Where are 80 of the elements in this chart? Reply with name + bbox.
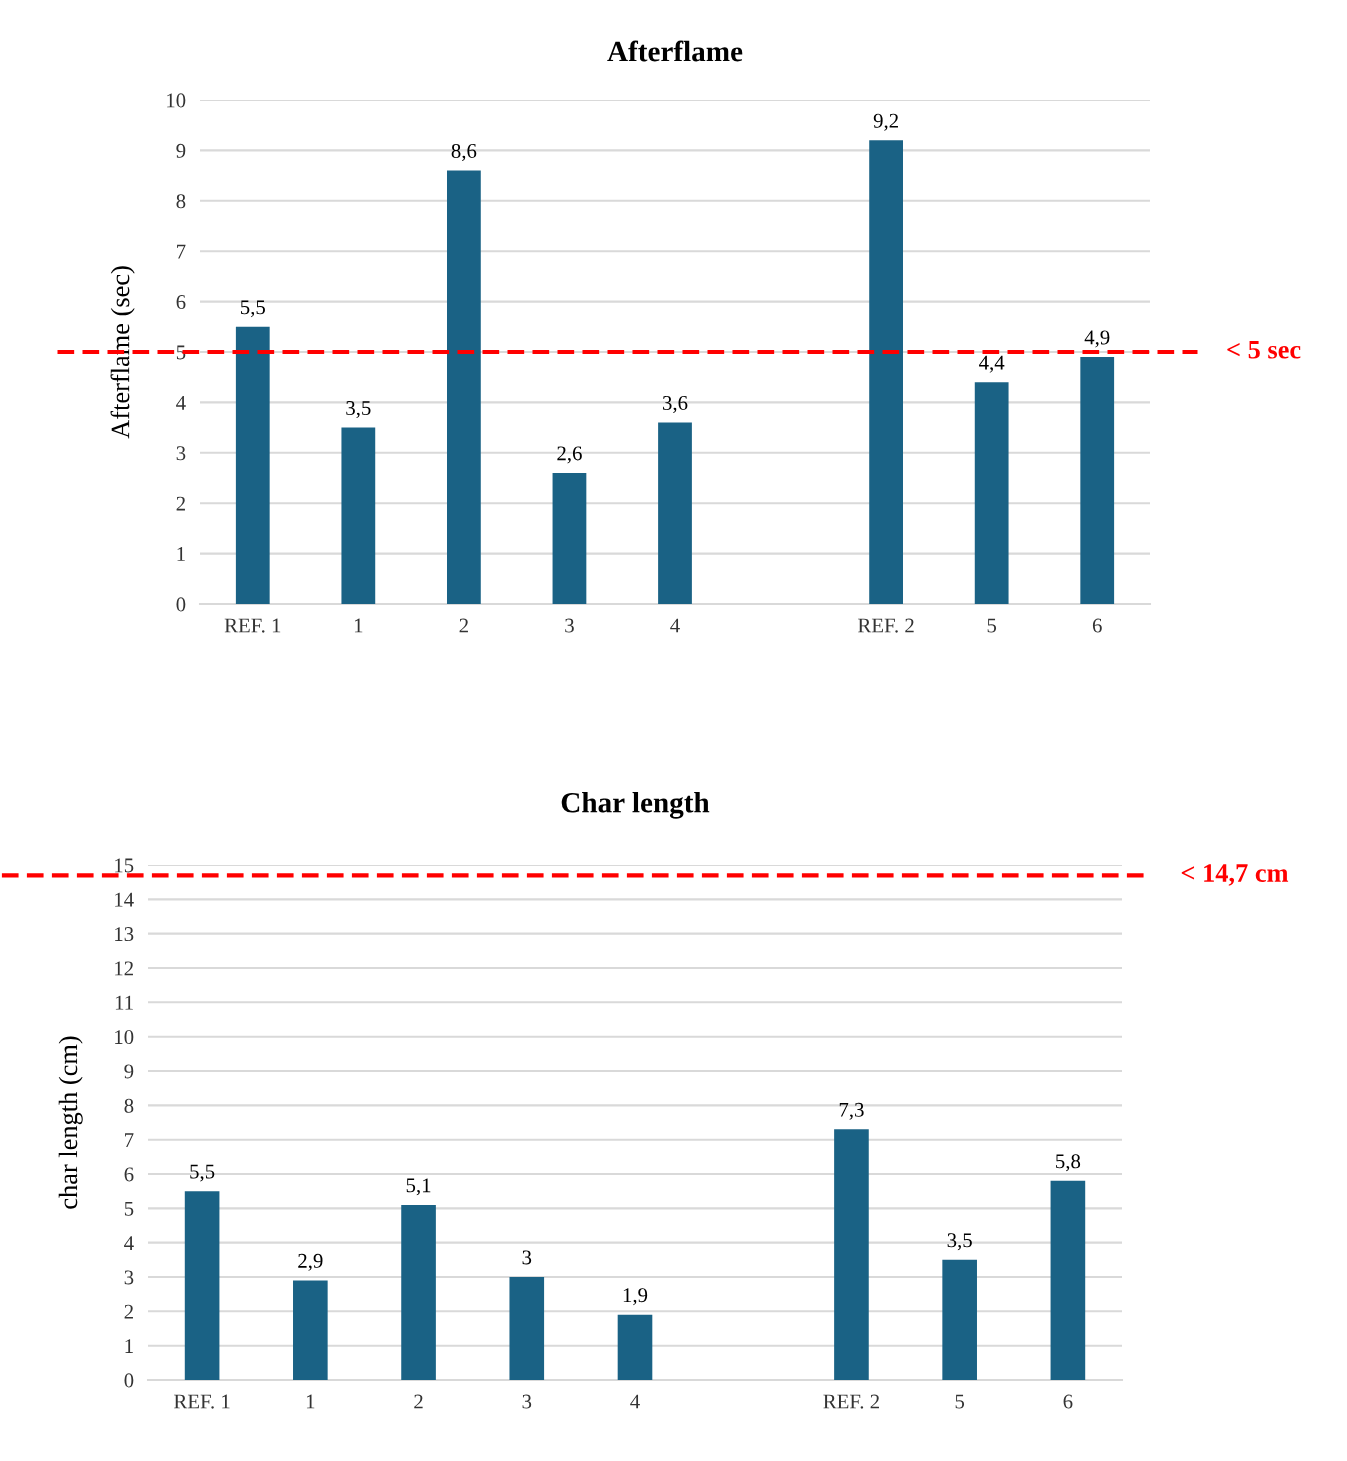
y-tick-label: 9: [124, 1064, 134, 1079]
x-tick-label: 4: [670, 618, 680, 633]
x-tick-label: 3: [522, 1394, 532, 1409]
ref-line-label: < 5 sec: [1227, 341, 1301, 359]
bar: [1080, 357, 1115, 604]
x-tick-label: 5: [955, 1394, 965, 1409]
x-tick-label: 5: [987, 618, 997, 633]
data-label: 4,4: [979, 355, 1005, 373]
data-label: 2,6: [557, 446, 582, 464]
y-tick-label: 1: [125, 1339, 133, 1353]
bar: [552, 472, 587, 604]
y-tick-label: 7: [177, 244, 186, 259]
data-label: 4,9: [1084, 330, 1110, 348]
data-label: 3,5: [947, 1233, 972, 1251]
y-tick-label: 3: [124, 1270, 134, 1285]
x-tick-label: REF. 2: [823, 1394, 879, 1409]
bar: [447, 170, 481, 604]
y-tick-label: 14: [115, 892, 134, 907]
y-tick-label: 12: [115, 961, 133, 976]
x-tick-label: 2: [414, 1394, 423, 1409]
x-tick-label: 1: [354, 618, 363, 633]
y-tick-label: 0: [124, 1373, 134, 1388]
bar: [184, 1191, 220, 1380]
x-tick-label: REF. 1: [224, 618, 281, 633]
data-label: 9,2: [873, 113, 898, 131]
x-tick-label: REF. 1: [174, 1394, 230, 1409]
data-label: 5,8: [1056, 1154, 1081, 1172]
bar: [509, 1277, 545, 1380]
bar: [834, 1129, 869, 1380]
y-tick-label: 6: [176, 295, 186, 310]
x-tick-label: 3: [565, 618, 574, 633]
y-tick-label: 6: [124, 1167, 134, 1182]
y-tick-label: 1: [177, 547, 185, 561]
data-label: 5,5: [240, 300, 265, 318]
y-tick-label: 4: [124, 1236, 134, 1250]
y-tick-label: 2: [176, 496, 185, 511]
ref-line-label: < 14,7 cm: [1181, 864, 1289, 886]
bar: [401, 1204, 436, 1380]
y-tick-label: 3: [176, 446, 186, 461]
y-tick-label: 8: [124, 1098, 134, 1113]
chart-title: Char length: [561, 791, 710, 819]
data-label: 3,5: [346, 401, 371, 419]
x-tick-label: 6: [1092, 618, 1102, 633]
data-label: 3,6: [662, 395, 688, 413]
y-tick-label: 7: [125, 1133, 134, 1147]
x-tick-label: 6: [1063, 1394, 1073, 1409]
bar: [617, 1314, 653, 1380]
x-tick-label: 4: [630, 1394, 640, 1409]
y-tick-label: 9: [176, 143, 186, 158]
y-tick-label: 10: [167, 93, 186, 108]
y-tick-label: 8: [176, 194, 186, 209]
bar: [942, 1259, 977, 1380]
bar: [341, 427, 376, 604]
bar: [1050, 1180, 1086, 1380]
y-tick-label: 2: [124, 1304, 133, 1319]
y-tick-label: 0: [176, 597, 186, 612]
y-tick-label: 5: [124, 1201, 134, 1216]
data-label: 5,1: [406, 1178, 431, 1196]
bar: [235, 326, 270, 604]
data-label: 3: [522, 1250, 532, 1265]
data-label: 1,9: [623, 1288, 648, 1306]
x-tick-label: 2: [459, 618, 468, 633]
x-tick-label: 1: [306, 1394, 315, 1409]
y-axis-title: Afterflame (sec): [110, 266, 135, 439]
y-tick-label: 11: [115, 995, 133, 1010]
bar: [658, 422, 692, 604]
y-tick-label: 4: [176, 395, 186, 410]
bar: [293, 1280, 328, 1380]
bar: [869, 140, 903, 604]
y-tick-label: 15: [115, 858, 134, 873]
data-label: 2,9: [298, 1253, 323, 1271]
chart-title: Afterflame: [607, 40, 743, 62]
bar: [974, 382, 1009, 604]
y-axis-title: char length (cm): [58, 1036, 83, 1209]
y-tick-label: 13: [115, 927, 134, 942]
y-tick-label: 10: [115, 1030, 134, 1045]
data-label: 7,3: [839, 1102, 864, 1120]
x-tick-label: REF. 2: [858, 618, 914, 633]
data-label: 8,6: [451, 143, 477, 161]
data-label: 5,5: [190, 1164, 215, 1182]
